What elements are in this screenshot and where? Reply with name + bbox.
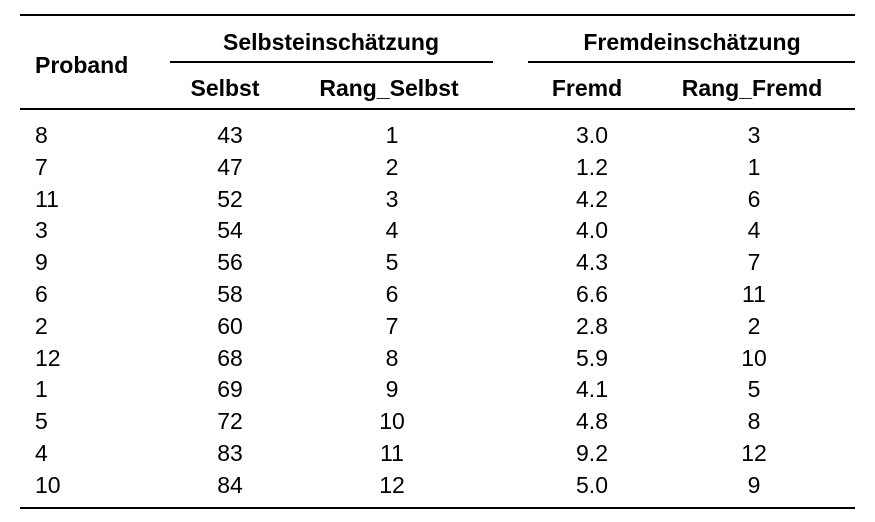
proband-cell: 1 [35, 376, 48, 403]
rang-selbst-cell: 12 [379, 471, 405, 498]
selbst-cell: 58 [217, 281, 243, 307]
fremd-cell: 9.2 [576, 440, 608, 466]
proband-cell: 6 [35, 281, 48, 307]
header-group-fremdeinschaetzung: Fremdeinschätzung [583, 29, 801, 55]
fremd-cell: 4.8 [576, 408, 608, 435]
header-proband: Proband [35, 52, 129, 78]
group-rule-self [170, 61, 493, 63]
selbst-cell: 52 [217, 185, 243, 212]
fremd-cell: 4.3 [576, 249, 608, 276]
rang-fremd-cell: 12 [741, 440, 767, 466]
rang-fremd-cell: 11 [742, 281, 766, 307]
rang-selbst-cell: 2 [385, 153, 399, 180]
bottom-rule [20, 507, 855, 509]
header-fremd: Fremd [551, 75, 623, 101]
rang-fremd-cell: 1 [747, 153, 761, 180]
proband-cell: 9 [35, 249, 48, 276]
fremd-cell: 5.9 [576, 344, 608, 371]
fremd-cell: 5.0 [576, 471, 608, 498]
rang-selbst-cell: 4 [385, 217, 399, 244]
rang-selbst-cell: 10 [379, 408, 405, 435]
proband-cell: 11 [35, 185, 59, 212]
proband-cell: 10 [35, 471, 61, 498]
selbst-cell: 83 [217, 440, 243, 466]
fremd-cell: 3.0 [576, 122, 608, 148]
rang-fremd-cell: 4 [747, 217, 761, 244]
header-selbst: Selbst [190, 75, 260, 101]
header-group-selbsteinschaetzung: Selbsteinschätzung [223, 29, 439, 55]
selbst-cell: 43 [217, 122, 243, 148]
fremd-cell: 4.1 [576, 376, 608, 403]
proband-cell: 4 [35, 440, 48, 466]
header-rang-selbst: Rang_Selbst [319, 75, 459, 101]
selbst-cell: 68 [217, 344, 243, 371]
rang-selbst-cell: 9 [385, 376, 399, 403]
selbst-cell: 84 [217, 471, 243, 498]
rang-selbst-cell: 3 [385, 185, 399, 212]
rang-fremd-cell: 9 [747, 471, 761, 498]
rang-selbst-cell: 6 [385, 281, 399, 307]
proband-cell: 2 [35, 312, 48, 339]
top-rule [20, 14, 855, 16]
rang-fremd-cell: 8 [747, 408, 761, 435]
header-rang-fremd: Rang_Fremd [681, 75, 823, 101]
rang-fremd-cell: 5 [747, 376, 761, 403]
selbst-cell: 72 [217, 408, 243, 435]
proband-cell: 8 [35, 122, 48, 148]
fremd-cell: 4.0 [576, 217, 608, 244]
rang-fremd-cell: 6 [747, 185, 761, 212]
selbst-cell: 60 [217, 312, 243, 339]
rang-selbst-cell: 1 [385, 122, 399, 148]
rang-selbst-cell: 8 [385, 344, 399, 371]
fremd-cell: 6.6 [576, 281, 608, 307]
selbst-cell: 54 [217, 217, 243, 244]
rang-fremd-cell: 10 [741, 344, 767, 371]
rang-selbst-cell: 5 [385, 249, 399, 276]
fremd-cell: 1.2 [576, 153, 608, 180]
header-rule [20, 108, 855, 110]
proband-cell: 3 [35, 217, 48, 244]
fremd-cell: 4.2 [576, 185, 608, 212]
rang-fremd-cell: 3 [747, 122, 761, 148]
rang-fremd-cell: 7 [747, 249, 761, 276]
rang-selbst-cell: 7 [385, 312, 399, 339]
rang-fremd-cell: 2 [747, 312, 761, 339]
proband-cell: 7 [35, 153, 48, 180]
fremd-cell: 2.8 [576, 312, 608, 339]
selbst-cell: 69 [217, 376, 243, 403]
selbst-cell: 47 [217, 153, 243, 180]
rang-selbst-cell: 11 [380, 440, 404, 466]
group-rule-other [528, 61, 855, 63]
proband-cell: 5 [35, 408, 48, 435]
proband-cell: 12 [35, 344, 61, 371]
selbst-cell: 56 [217, 249, 243, 276]
